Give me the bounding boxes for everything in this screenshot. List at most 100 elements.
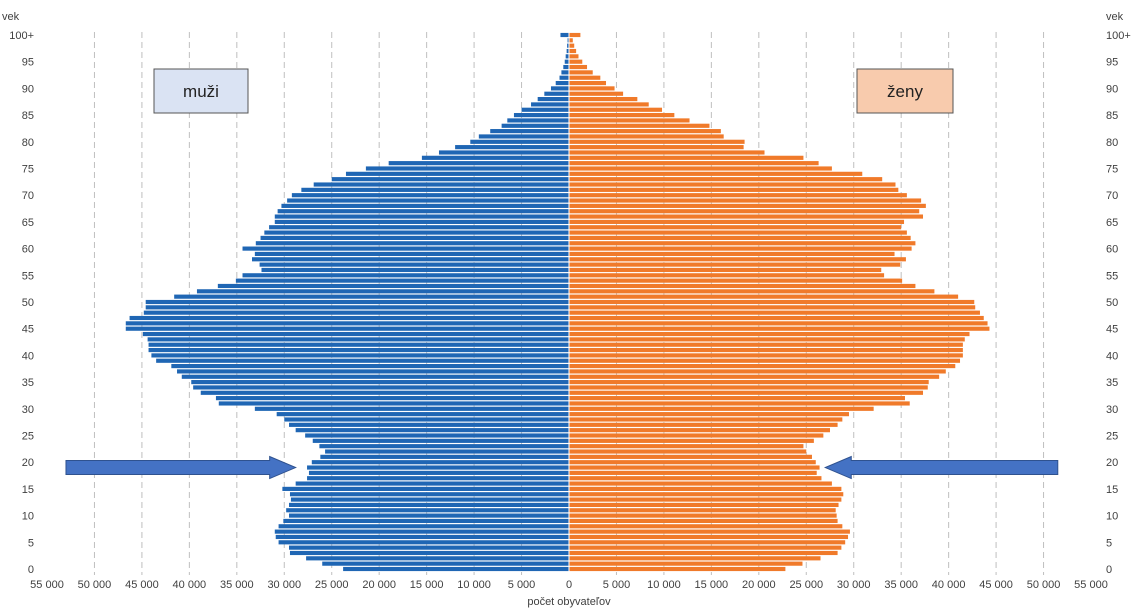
y-tick-label-left: 90: [22, 83, 34, 95]
bar-female-age-94: [569, 64, 588, 70]
y-tick-label-right: 65: [1106, 217, 1118, 229]
bar-male-age-58: [252, 257, 569, 262]
x-tick-label: 30 000: [267, 579, 301, 591]
bar-female-age-10: [569, 513, 837, 518]
bar-male-age-84: [507, 118, 569, 123]
y-tick-label-left: 45: [22, 324, 34, 336]
bar-female-age-45: [569, 326, 990, 331]
bar-female-age-38: [569, 363, 956, 369]
x-tick-label: 30 000: [837, 579, 871, 591]
x-tick-label: 10 000: [647, 579, 681, 591]
bar-male-age-42: [148, 342, 569, 347]
bar-male-age-21: [320, 454, 569, 459]
bar-male-age-50: [145, 299, 570, 305]
bar-female-age-91: [569, 80, 607, 86]
bar-male-age-12: [289, 502, 569, 508]
bar-male-age-95: [564, 59, 569, 64]
bar-female-age-48: [569, 310, 980, 315]
bar-female-age-0: [569, 566, 786, 572]
bar-male-age-93: [561, 70, 569, 75]
bar-male-age-54: [235, 278, 570, 283]
bar-male-age-94: [563, 64, 569, 70]
bar-female-age-76: [569, 161, 819, 166]
bar-female-age-43: [569, 337, 965, 342]
bar-male-age-69: [287, 198, 569, 203]
bar-male-age-1: [322, 561, 569, 566]
bar-male-age-7: [274, 529, 569, 534]
bar-female-age-92: [569, 75, 601, 80]
bar-female-age-88: [569, 96, 638, 102]
bar-male-age-25: [305, 433, 569, 438]
bar-female-age-33: [569, 390, 924, 395]
bar-female-age-96: [569, 54, 579, 59]
x-tick-label: 35 000: [220, 579, 254, 591]
bar-female-age-8: [569, 524, 843, 529]
y-tick-label-left: 10: [22, 511, 34, 523]
bar-male-age-48: [143, 310, 570, 315]
female-bars: [569, 32, 990, 572]
bar-female-age-46: [569, 321, 988, 326]
x-tick-label: 20 000: [742, 579, 776, 591]
bar-female-age-52: [569, 289, 935, 294]
bar-male-age-66: [274, 214, 569, 219]
x-tick-label: 15 000: [410, 579, 444, 591]
bar-male-age-24: [312, 438, 569, 443]
bar-female-age-9: [569, 518, 838, 524]
bar-female-age-86: [569, 107, 663, 112]
bar-female-age-20: [569, 460, 816, 465]
bar-female-age-17: [569, 476, 822, 481]
bar-female-age-93: [569, 70, 593, 75]
y-tick-label-right: 40: [1106, 350, 1118, 362]
bar-female-age-55: [569, 273, 885, 278]
x-tick-label: 5 000: [603, 579, 631, 591]
bar-female-age-35: [569, 380, 929, 385]
bar-male-age-37: [177, 369, 569, 374]
y-tick-label-left: 65: [22, 217, 34, 229]
bar-male-age-74: [345, 171, 569, 176]
y-tick-label-right: 45: [1106, 324, 1118, 336]
bar-male-age-76: [388, 161, 569, 166]
bar-female-age-83: [569, 123, 710, 128]
bar-male-age-51: [174, 294, 570, 299]
bar-female-age-5: [569, 540, 846, 545]
y-tick-label-right: 75: [1106, 164, 1118, 176]
x-tick-label: 40 000: [173, 579, 207, 591]
bar-female-age-24: [569, 438, 814, 443]
bar-female-age-26: [569, 428, 830, 433]
bar-male-age-62: [260, 235, 569, 241]
y-tick-label-right: 60: [1106, 244, 1118, 256]
x-tick-label: 0: [566, 579, 572, 591]
bar-male-age-6: [275, 534, 569, 540]
bar-female-age-66: [569, 214, 924, 219]
bar-male-age-15: [282, 486, 569, 491]
bar-male-age-63: [264, 230, 569, 235]
x-axis-ticks: 55 000 50 000 45 000 40 000 35 000 30 000 25 0…: [30, 579, 1108, 591]
bar-female-age-89: [569, 91, 624, 96]
bar-female-age-54: [569, 278, 903, 283]
bar-female-age-73: [569, 177, 883, 182]
y-tick-label-right: 70: [1106, 190, 1118, 202]
bar-male-age-99: [567, 38, 569, 43]
x-tick-label: 25 000: [789, 579, 823, 591]
y-tick-label-left: 35: [22, 377, 34, 389]
bar-male-age-85: [513, 113, 569, 118]
y-tick-label-left: 30: [22, 404, 34, 416]
bar-male-age-44: [142, 331, 569, 337]
bar-male-age-19: [307, 465, 569, 470]
y-tick-label-left: 50: [22, 297, 34, 309]
bar-female-age-7: [569, 529, 850, 534]
bar-male-age-30: [254, 406, 570, 411]
bar-male-age-36: [181, 374, 569, 379]
bar-female-age-36: [569, 374, 940, 379]
legend-male: muži: [153, 68, 249, 114]
bar-female-age-50: [569, 299, 975, 305]
bar-female-age-40: [569, 353, 963, 358]
bar-female-age-99: [569, 38, 573, 43]
bar-female-age-65: [569, 219, 905, 224]
bar-female-age-63: [569, 230, 907, 235]
bar-male-age-26: [295, 428, 569, 433]
bar-male-age-5: [278, 540, 569, 545]
bar-male-age-32: [215, 396, 570, 401]
bar-male-age-92: [559, 75, 569, 80]
